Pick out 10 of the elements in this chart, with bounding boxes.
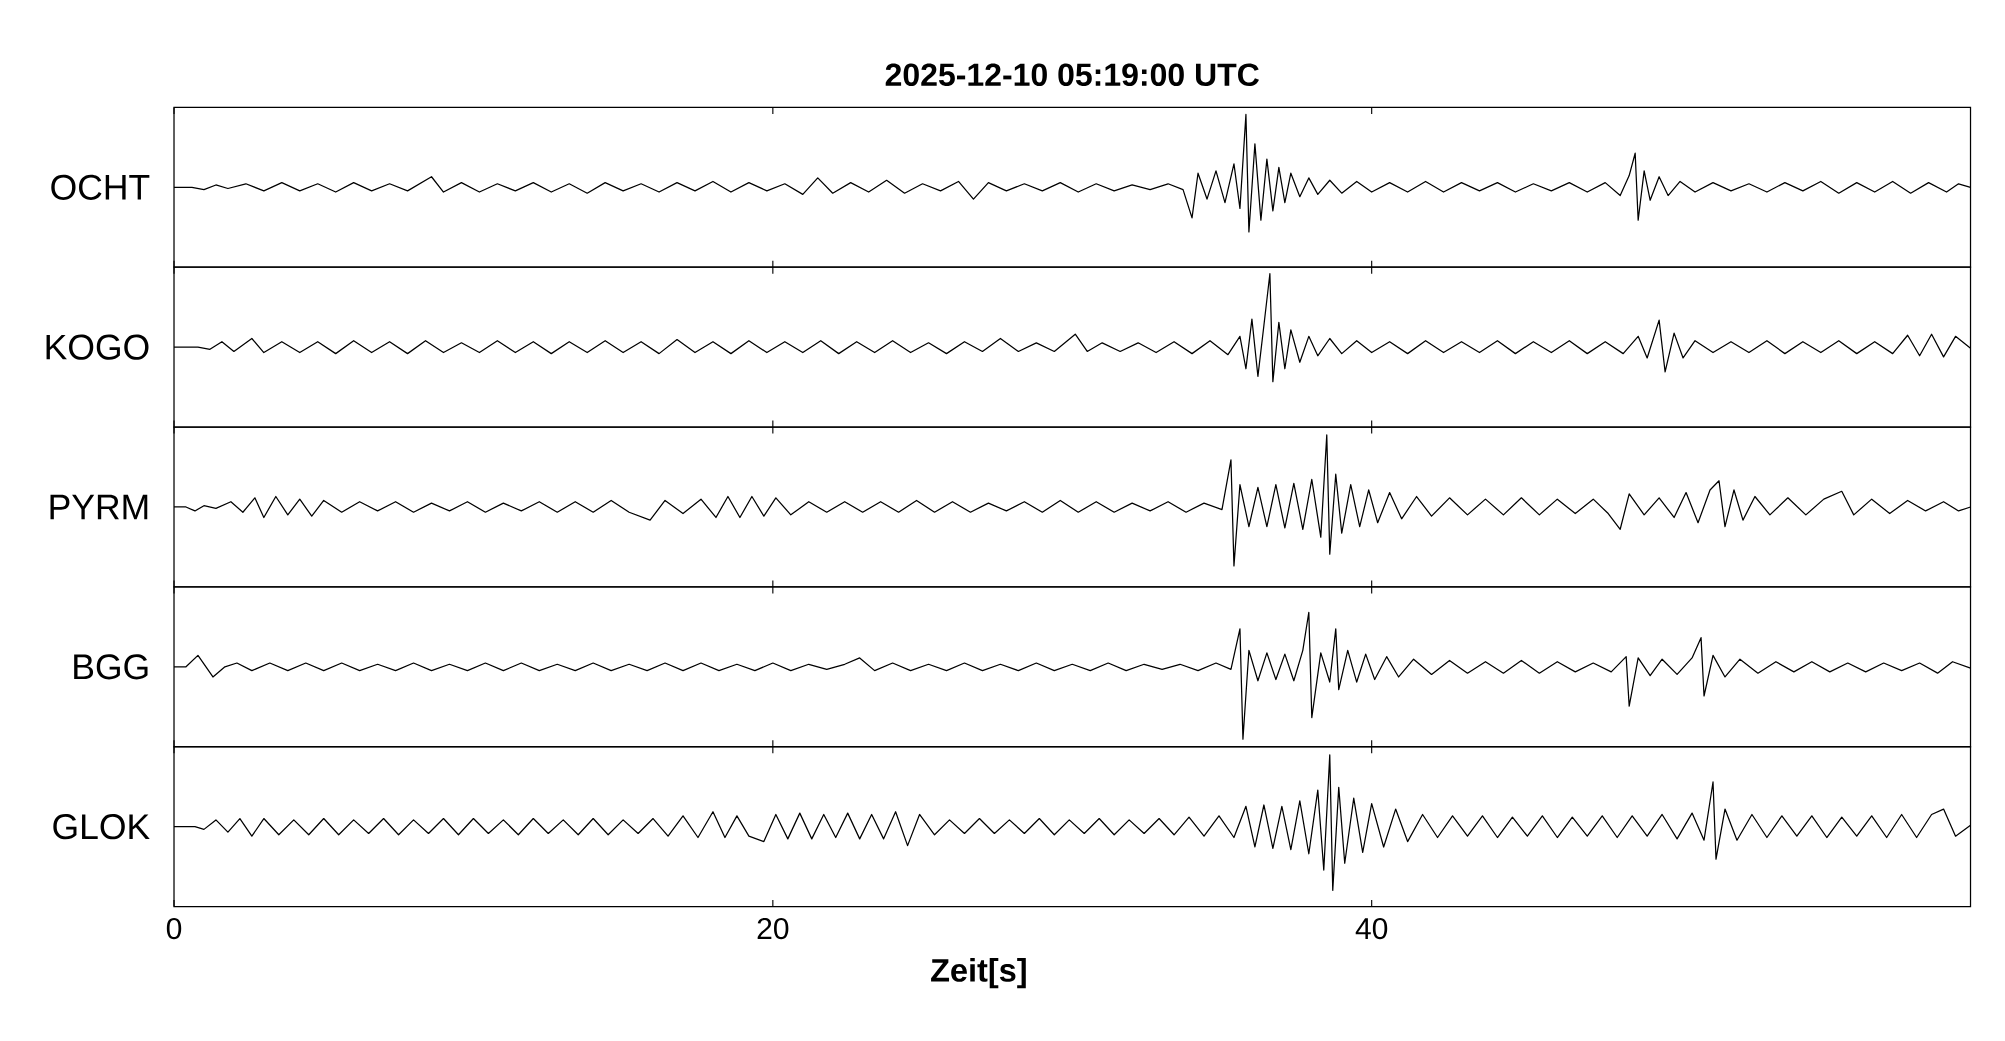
y-axis-title: BGG	[74, 654, 148, 680]
chart-title: 2025-12-10 05:19:00 UTC	[885, 63, 1259, 87]
y-axis-title: PYRM	[50, 494, 148, 520]
y-axis-title: GLOK	[53, 814, 150, 840]
x-axis-title: Zeit[s]	[931, 957, 1026, 989]
x-tick-label: 0	[166, 917, 182, 940]
x-tick-label: 40	[1355, 917, 1388, 940]
y-axis-title: OCHT	[51, 174, 150, 200]
y-axis-title: KOGO	[46, 334, 149, 360]
x-tick-label: 20	[757, 917, 789, 940]
